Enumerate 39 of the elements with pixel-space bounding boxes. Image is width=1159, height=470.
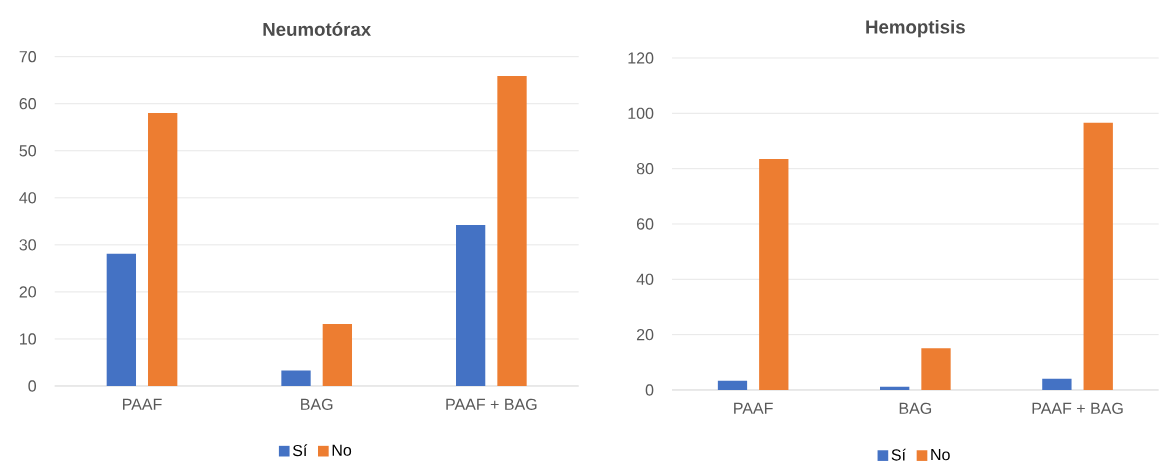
- legend-label: Sí: [292, 444, 308, 457]
- y-tick-label: 100: [628, 107, 654, 119]
- legend-label: Sí: [891, 448, 906, 461]
- bar: [148, 113, 178, 386]
- legend-label: No: [332, 444, 352, 456]
- legend-label: No: [931, 449, 950, 461]
- x-tick-label: BAG: [301, 398, 333, 411]
- x-tick-label: PAAF: [123, 398, 162, 410]
- bar: [759, 158, 789, 390]
- y-tick-label: 0: [645, 384, 654, 396]
- y-tick-label: 20: [19, 286, 37, 298]
- x-tick-label: PAAF + BAG: [446, 398, 537, 411]
- bar: [1042, 378, 1072, 390]
- bar: [1083, 122, 1113, 390]
- bar: [880, 386, 910, 390]
- x-tick-label: PAAF: [734, 402, 773, 414]
- chart-title: Hemoptisis: [866, 19, 965, 38]
- y-tick-label: 80: [636, 163, 654, 175]
- y-tick-label: 10: [20, 333, 37, 345]
- y-tick-label: 40: [636, 273, 654, 285]
- y-tick-label: 30: [19, 239, 37, 251]
- x-tick-label: PAAF + BAG: [1032, 402, 1123, 415]
- y-tick-label: 0: [28, 380, 37, 392]
- bar: [497, 75, 527, 386]
- y-tick-label: 60: [636, 218, 654, 230]
- bar: [921, 348, 951, 390]
- y-tick-label: 60: [19, 98, 37, 110]
- y-tick-label: 40: [19, 192, 37, 204]
- bar: [717, 380, 748, 390]
- y-tick-label: 120: [628, 52, 654, 64]
- bar: [281, 370, 311, 386]
- y-tick-label: 70: [19, 51, 37, 63]
- y-tick-label: 20: [636, 328, 654, 341]
- y-tick-label: 50: [19, 145, 37, 157]
- bar: [322, 323, 353, 386]
- chart-title: Neumotórax: [263, 22, 371, 36]
- bar: [106, 253, 137, 386]
- bar: [456, 225, 486, 386]
- x-tick-label: BAG: [899, 402, 932, 415]
